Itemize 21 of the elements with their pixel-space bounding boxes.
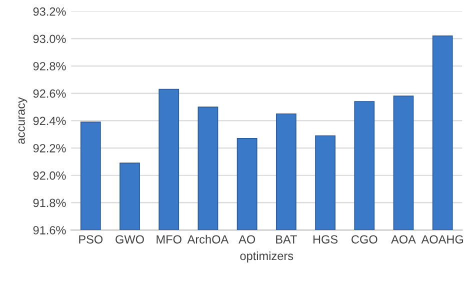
x-tick-label: AOAHG — [421, 235, 464, 244]
y-tick-label: 92.8% — [33, 62, 66, 70]
y-tick-label: 91.8% — [33, 198, 66, 208]
x-tick-label: MFO — [156, 235, 182, 244]
y-tick-label: 93.0% — [33, 34, 66, 44]
x-tick-label: BAT — [276, 235, 297, 244]
y-tick-label: 92.6% — [33, 89, 66, 98]
x-tick-label: AO — [238, 235, 256, 244]
y-tick-label: 92.0% — [33, 171, 66, 180]
y-tick-label: 93.2% — [33, 7, 66, 16]
x-tick-label: GWO — [116, 235, 144, 244]
x-tick-label: HGS — [313, 235, 338, 244]
x-tick-label: ArchOA — [187, 234, 229, 244]
y-tick-label: 92.2% — [33, 144, 66, 152]
y-tick-label: 91.6% — [33, 226, 66, 234]
x-tick-label: PSO — [79, 235, 103, 244]
x-axis-title: optimizers — [240, 251, 294, 262]
y-axis-title: accuracy — [18, 97, 28, 144]
y-tick-label: 92.4% — [33, 116, 66, 126]
x-tick-label: AOA — [391, 235, 416, 244]
x-tick-label: CGO — [352, 235, 378, 244]
